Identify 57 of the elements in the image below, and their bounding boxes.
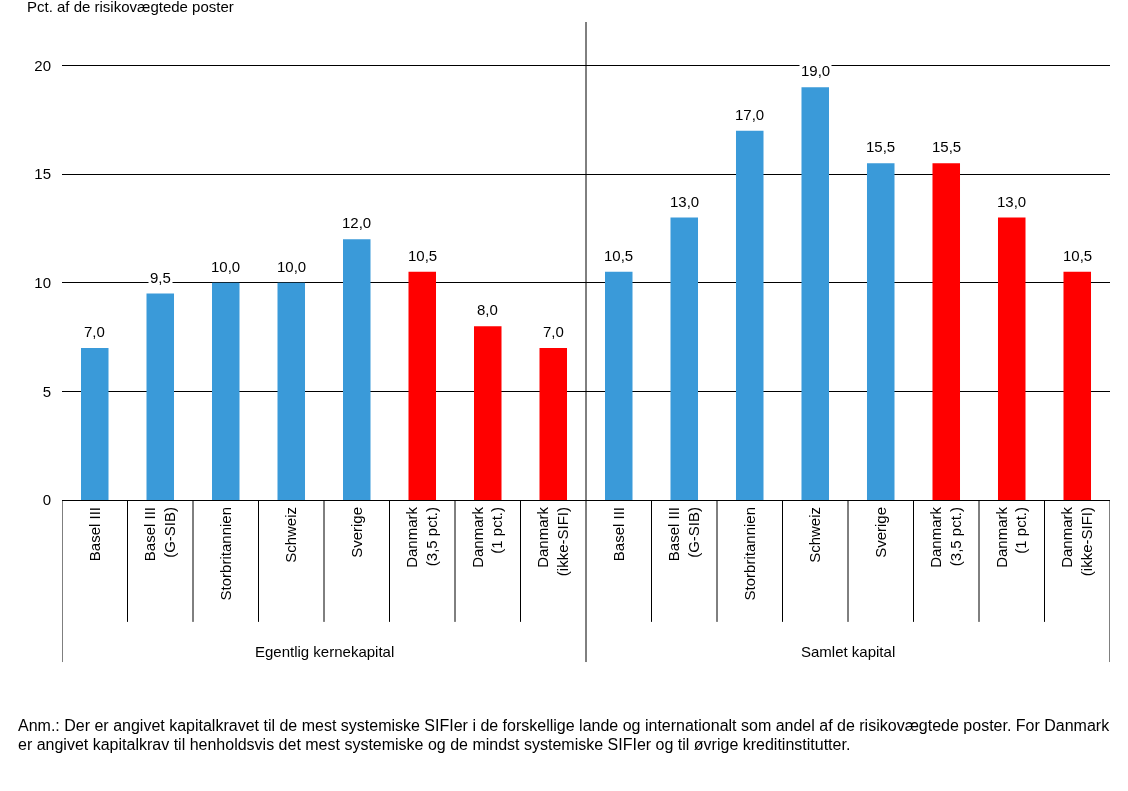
data-label: 10,5	[408, 247, 438, 264]
x-tick-label: Basel III (G-SIB)	[665, 507, 702, 562]
data-label: 13,0	[997, 193, 1027, 210]
data-label: 17,0	[735, 106, 765, 123]
data-label: 13,0	[670, 193, 700, 210]
x-tick-label: Basel III	[609, 507, 627, 562]
bar	[81, 347, 109, 500]
bar	[670, 217, 699, 500]
bar	[1063, 271, 1092, 500]
x-tick-label: Basel III	[85, 507, 103, 562]
x-tick-label: Danmark (3,5 pct.)	[927, 506, 964, 568]
y-tick-label: 10	[34, 273, 51, 291]
bar	[605, 271, 633, 500]
y-tick-label: 20	[34, 56, 51, 74]
x-tick-label: Sverige	[871, 507, 889, 558]
data-label: 9,5	[150, 269, 171, 286]
data-label: 10,0	[211, 258, 241, 275]
bar	[146, 293, 175, 500]
x-tick-label: Danmark (1 pct.)	[992, 506, 1030, 568]
bar	[866, 163, 895, 500]
data-label: 10,5	[604, 247, 634, 264]
x-tick-label: Schweiz	[806, 507, 824, 563]
text: Anm.: Der er angivet kapitalkravet til de mest systemiske SIFIer i de forskellige lande og internationalt som andel af de risikovægtede poster. For Danmark er angivet kapitalkrav til henholdsvis det mest systemiske og de mindst systemiske SIFIer og til øvrige kreditinstitutter.	[18, 716, 1111, 755]
bar	[474, 326, 502, 500]
x-tick-label: Schweiz	[282, 507, 300, 563]
data-label: 15,5	[866, 138, 896, 155]
data-label: 12,0	[342, 214, 372, 231]
bar	[997, 217, 1026, 500]
x-tick-label: Danmark (ikke-SIFI)	[534, 506, 571, 577]
bar	[932, 163, 961, 500]
y-tick-label: 0	[42, 491, 51, 509]
bar	[735, 130, 764, 500]
data-label: 7,0	[543, 323, 564, 340]
data-label: 8,0	[477, 301, 498, 318]
bar	[343, 239, 371, 500]
data-label: 10,5	[1063, 247, 1093, 264]
bar	[801, 87, 830, 500]
text: Egentlig kernekapital	[255, 643, 395, 660]
x-tick-label: Danmark (1 pct.)	[468, 506, 506, 568]
bar	[408, 271, 437, 500]
y-axis-title: Pct. af de risikovægtede poster	[27, 0, 234, 15]
data-label: 15,5	[932, 138, 962, 155]
x-tick-label: Storbritannien	[740, 507, 758, 601]
data-label: 7,0	[84, 323, 105, 340]
x-tick-label: Danmark (3,5 pct.)	[403, 506, 440, 568]
x-tick-label: Sverige	[347, 507, 365, 558]
x-tick-label: Danmark (ikke-SIFI)	[1058, 506, 1095, 577]
bar	[212, 282, 240, 500]
y-tick-label: 5	[42, 382, 51, 400]
data-label: 10,0	[277, 258, 307, 275]
text: Samlet kapital	[801, 643, 896, 660]
x-tick-label: Basel III (G-SIB)	[141, 507, 178, 562]
x-tick-label: Storbritannien	[216, 507, 234, 601]
bar	[277, 282, 306, 500]
data-label: 19,0	[801, 62, 831, 79]
bar	[539, 347, 568, 500]
y-tick-label: 15	[34, 165, 51, 183]
